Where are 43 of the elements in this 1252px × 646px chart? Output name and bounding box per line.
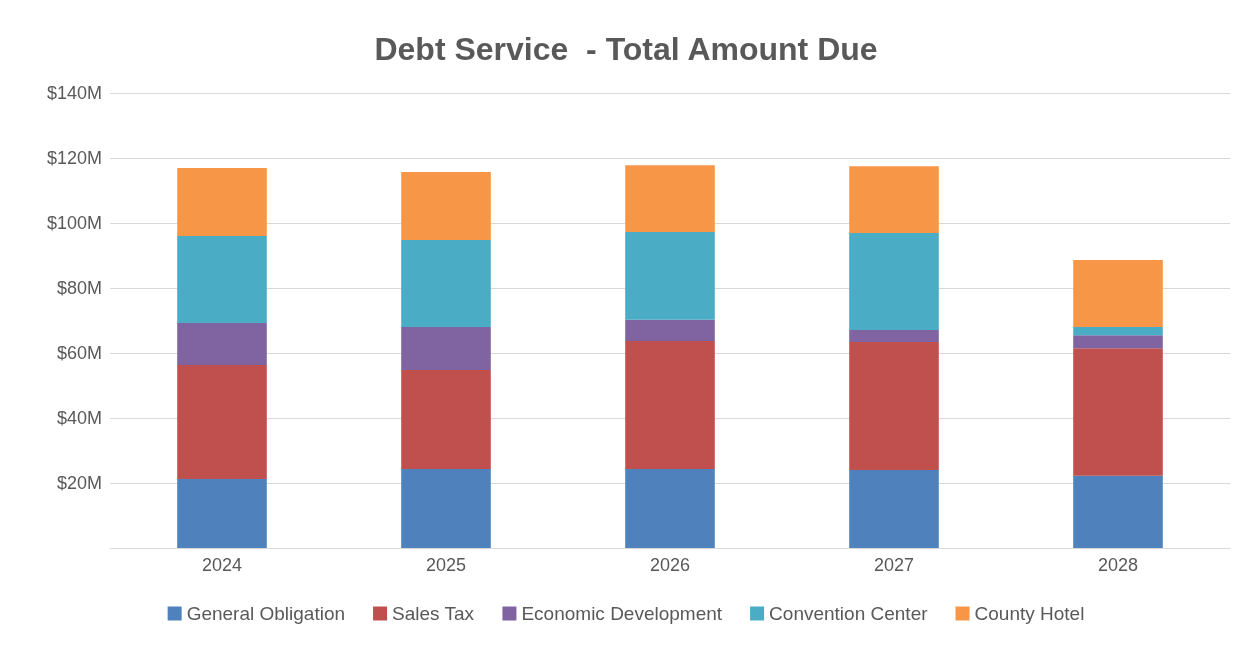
y-tick-label: $60M — [56, 343, 102, 363]
bar — [849, 470, 939, 548]
y-tick-label: $20M — [56, 473, 102, 493]
bar — [1073, 260, 1163, 327]
x-tick-label: 2024 — [201, 555, 243, 575]
x-tick-label: 2028 — [1097, 555, 1139, 575]
y-tick-label: $40M — [56, 408, 102, 428]
bar — [177, 479, 267, 548]
bar — [625, 232, 715, 320]
bar — [177, 365, 267, 480]
legend-label: County Hotel — [974, 603, 1085, 624]
bar — [401, 171, 491, 240]
bar — [1073, 327, 1163, 336]
legend-label: Economic Development — [521, 603, 723, 624]
bar — [849, 341, 939, 470]
bar — [849, 166, 939, 234]
x-tick-label: 2025 — [425, 555, 467, 575]
bar — [849, 329, 939, 342]
legend-label: Convention Center — [769, 603, 929, 624]
y-tick-label: $140M — [46, 83, 102, 103]
bar — [177, 168, 267, 236]
y-tick-label: $100M — [46, 213, 102, 233]
chart-title: Debt Service - Total Amount Due — [374, 31, 878, 67]
legend-label: General Obligation — [186, 603, 346, 624]
x-tick-label: 2027 — [873, 555, 915, 575]
bar — [1073, 335, 1163, 349]
bar — [401, 327, 491, 370]
bar — [1073, 348, 1163, 476]
bar — [1073, 475, 1163, 548]
bar — [625, 469, 715, 548]
y-tick-label: $80M — [56, 278, 102, 298]
bar — [625, 319, 715, 341]
x-tick-label: 2026 — [649, 555, 691, 575]
bar — [177, 236, 267, 324]
bar — [625, 165, 715, 233]
bar — [625, 340, 715, 470]
bar — [401, 369, 491, 470]
bar — [849, 233, 939, 330]
bar — [401, 239, 491, 327]
bar — [177, 323, 267, 366]
y-tick-label: $120M — [46, 148, 102, 168]
bar — [401, 469, 491, 548]
legend-label: Sales Tax — [392, 603, 475, 624]
